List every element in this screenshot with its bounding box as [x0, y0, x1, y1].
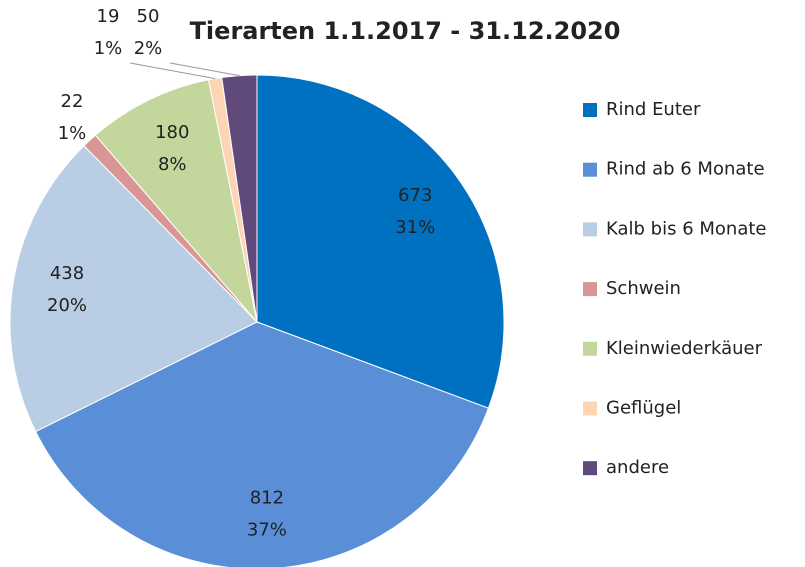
legend-label: Kalb bis 6 Monate	[606, 218, 766, 239]
pie-slice	[94, 79, 258, 324]
percent-label: 20%	[47, 295, 87, 316]
percent-label: 1%	[94, 38, 123, 59]
percent-label: 1%	[58, 123, 87, 144]
percent-label: 37%	[247, 519, 287, 540]
value-label: 180	[155, 122, 189, 143]
legend-swatch	[583, 162, 597, 177]
pie-slice	[9, 145, 258, 433]
legend-swatch	[583, 461, 597, 476]
leader-line	[129, 62, 216, 80]
value-label: 19	[97, 6, 120, 27]
legend-label: andere	[606, 457, 669, 478]
legend-swatch	[583, 401, 597, 416]
percent-label: 2%	[134, 38, 163, 59]
percent-label: 31%	[395, 217, 435, 238]
legend-swatch	[583, 103, 597, 117]
value-label: 812	[250, 487, 284, 508]
pie-slice	[256, 74, 505, 409]
leader-line	[169, 62, 240, 77]
value-label: 22	[61, 91, 84, 112]
legend-label: Schwein	[606, 278, 681, 299]
value-label: 50	[137, 6, 160, 27]
value-label: 673	[398, 185, 432, 206]
pie-slice	[34, 321, 490, 567]
chart-title: Tierarten 1.1.2017 - 31.12.2020	[190, 17, 621, 45]
legend-label: Geflügel	[606, 398, 681, 419]
legend-swatch	[583, 341, 597, 356]
legend-label: Kleinwiederkäuer	[606, 338, 763, 359]
pie-slice	[221, 74, 258, 323]
legend-label: Rind Euter	[606, 99, 701, 120]
value-label: 438	[50, 263, 84, 284]
percent-label: 8%	[158, 154, 187, 175]
legend-swatch	[583, 222, 597, 237]
legend-label: Rind ab 6 Monate	[606, 159, 765, 180]
legend-swatch	[583, 282, 597, 297]
